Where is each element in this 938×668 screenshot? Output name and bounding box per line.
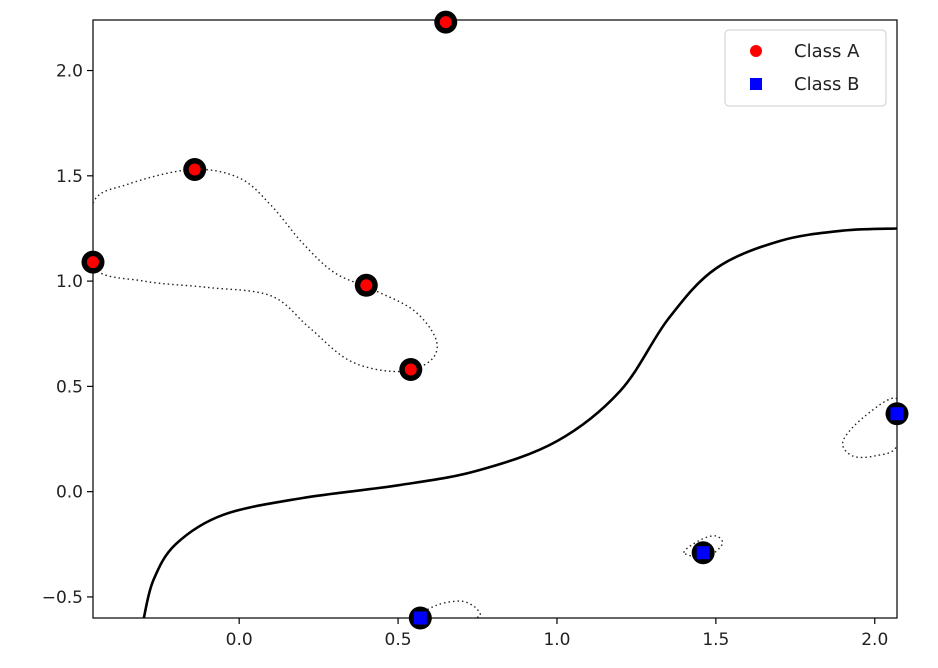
data-point xyxy=(399,358,423,382)
y-tick-label: 2.0 xyxy=(56,62,83,82)
y-axis-ticks: −0.5 0.0 0.5 1.0 1.5 2.0 xyxy=(42,62,93,608)
points-layer xyxy=(81,10,909,630)
legend-box xyxy=(724,29,887,107)
margin-contour xyxy=(841,397,897,459)
margin-contour xyxy=(683,535,724,558)
class-a-marker xyxy=(87,256,99,269)
legend-label: Class B xyxy=(794,74,859,95)
data-point xyxy=(354,273,378,297)
plot-frame xyxy=(92,19,898,619)
legend-class-a-marker xyxy=(750,45,762,57)
x-axis-ticks: 0.0 0.5 1.0 1.5 2.0 xyxy=(226,618,888,650)
class-b-marker xyxy=(413,611,427,625)
x-tick-label: 1.0 xyxy=(543,630,570,650)
data-point xyxy=(408,606,432,630)
class-b-marker xyxy=(696,546,710,560)
margin-lines xyxy=(93,168,897,618)
legend-class-b-marker xyxy=(750,78,762,90)
y-tick-label: −0.5 xyxy=(42,588,83,608)
data-point xyxy=(81,250,105,274)
margin-contour xyxy=(93,168,438,373)
class-a-marker xyxy=(360,279,373,292)
decision-boundary-layer xyxy=(142,227,897,618)
data-point xyxy=(183,158,207,181)
decision-boundary xyxy=(142,227,897,618)
class-b-marker xyxy=(890,407,904,421)
x-tick-label: 1.5 xyxy=(702,630,729,650)
y-tick-label: 0.0 xyxy=(56,483,83,503)
data-point xyxy=(885,402,909,426)
x-tick-label: 2.0 xyxy=(861,630,888,650)
x-tick-label: 0.0 xyxy=(226,630,253,650)
y-tick-label: 0.5 xyxy=(56,377,83,397)
legend-label: Class A xyxy=(794,41,860,62)
y-tick-label: 1.5 xyxy=(56,167,83,187)
data-point xyxy=(434,10,458,34)
margin-contour xyxy=(418,600,481,618)
data-point xyxy=(691,541,715,565)
class-a-marker xyxy=(188,163,201,176)
axes-frame xyxy=(92,19,898,619)
y-tick-label: 1.0 xyxy=(56,272,83,292)
class-a-marker xyxy=(404,363,417,376)
x-tick-label: 0.5 xyxy=(385,630,412,650)
legend: Class A Class B xyxy=(724,29,887,107)
class-a-marker xyxy=(439,16,452,29)
